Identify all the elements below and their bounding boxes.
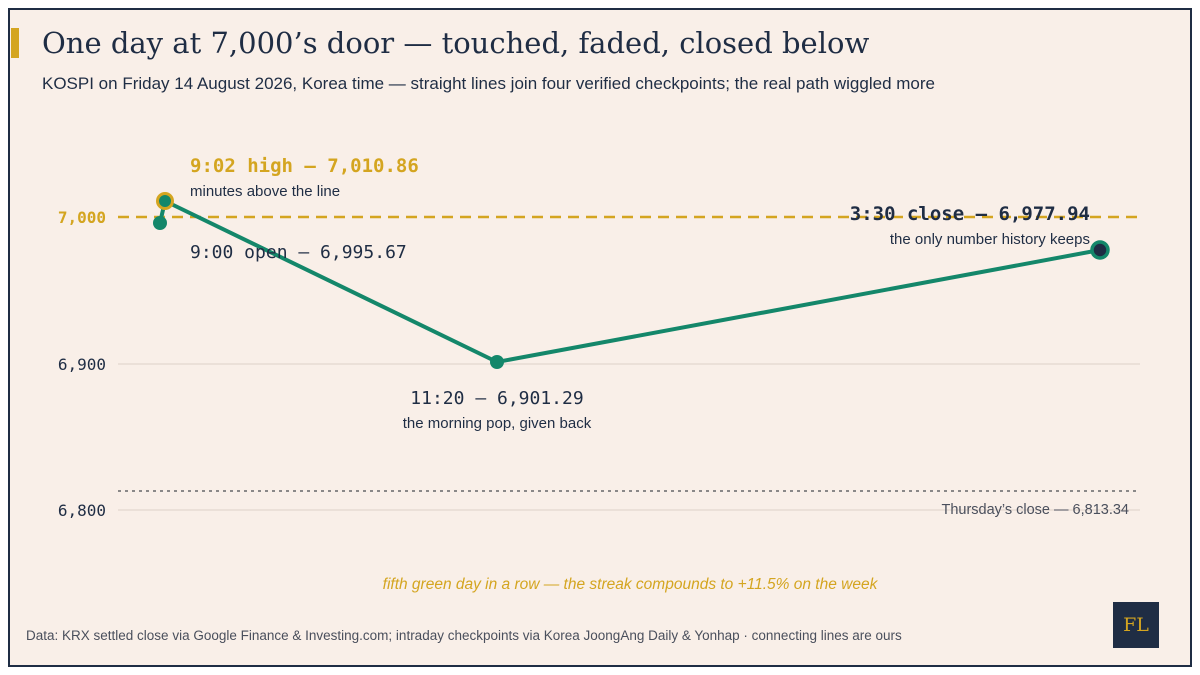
y-tick-label-7000: 7,000	[58, 208, 106, 227]
chart-card: One day at 7,000’s door — touched, faded…	[8, 8, 1192, 667]
data-point-high	[156, 192, 174, 210]
y-tick-label-6900: 6,900	[58, 355, 106, 374]
high-note: minutes above the line	[190, 183, 340, 200]
chart-subtitle: KOSPI on Friday 14 August 2026, Korea ti…	[42, 74, 935, 93]
high-label: 9:02 high — 7,010.86	[190, 155, 419, 177]
thursday-close-label: Thursday’s close — 6,813.34	[941, 502, 1129, 518]
data-point-open	[153, 216, 167, 230]
low-label: 11:20 — 6,901.29	[410, 388, 583, 409]
source-note: Data: KRX settled close via Google Finan…	[26, 628, 902, 643]
open-label: 9:00 open — 6,995.67	[190, 242, 407, 263]
series-segment-low-close	[495, 248, 1102, 364]
data-point-low	[490, 355, 504, 369]
close-note: the only number history keeps	[890, 231, 1090, 248]
publisher-logo: FL	[1113, 602, 1159, 648]
data-point-close	[1090, 240, 1110, 260]
y-tick-label-6800: 6,800	[58, 501, 106, 520]
low-note: the morning pop, given back	[403, 415, 592, 432]
chart-title: One day at 7,000’s door — touched, faded…	[42, 26, 870, 60]
streak-annotation: fifth green day in a row — the streak co…	[383, 576, 879, 593]
accent-bar	[11, 28, 19, 58]
series-segment-high-low	[163, 199, 499, 364]
close-label: 3:30 close — 6,977.94	[850, 203, 1090, 225]
